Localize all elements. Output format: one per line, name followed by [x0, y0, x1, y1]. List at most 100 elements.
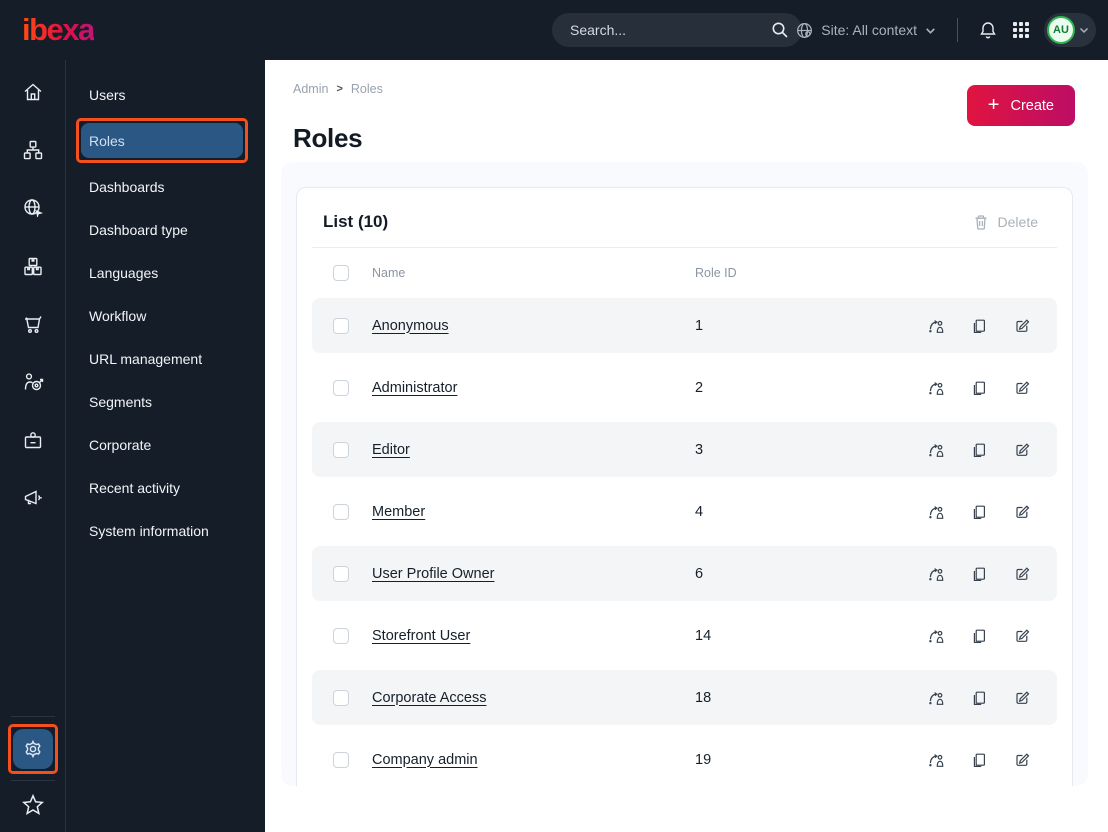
global-search[interactable]	[552, 13, 802, 47]
search-input[interactable]	[552, 22, 771, 38]
edit-icon[interactable]	[1013, 689, 1031, 707]
row-actions	[927, 503, 1057, 521]
assign-users-icon[interactable]	[927, 565, 945, 583]
delete-button[interactable]: Delete	[973, 214, 1046, 231]
sidebar-item-dashboards[interactable]: Dashboards	[66, 165, 265, 208]
sidebar-item-workflow[interactable]: Workflow	[66, 294, 265, 337]
rail-item-corporate[interactable]	[0, 411, 65, 469]
sidebar-item-system-information[interactable]: System information	[66, 509, 265, 552]
search-icon[interactable]	[771, 21, 789, 39]
rail-item-products[interactable]	[0, 237, 65, 295]
assign-users-icon[interactable]	[927, 751, 945, 769]
copy-icon[interactable]	[970, 751, 988, 769]
sidebar-item-label: Roles	[89, 132, 125, 149]
role-name-link[interactable]: Editor	[372, 441, 410, 458]
sidebar-item-label: Users	[89, 86, 126, 103]
rail-item-bookmarks[interactable]	[20, 788, 46, 820]
plus-icon: +	[987, 93, 1000, 116]
sidebar-item-label: Languages	[89, 264, 159, 281]
topbar: ibexa Site: All context	[0, 0, 1108, 60]
role-name-link[interactable]: Member	[372, 503, 426, 520]
row-checkbox[interactable]	[333, 751, 349, 768]
sidebar-item-users[interactable]: Users	[66, 73, 265, 116]
sidebar-item-label: System information	[89, 522, 209, 539]
rail-item-admin[interactable]	[12, 729, 53, 769]
copy-icon[interactable]	[970, 627, 988, 645]
sidebar-item-roles[interactable]: Roles	[81, 123, 243, 158]
assign-users-icon[interactable]	[927, 379, 945, 397]
role-name-link[interactable]: Anonymous	[372, 317, 449, 334]
rail-item-commerce[interactable]	[0, 295, 65, 353]
copy-icon[interactable]	[970, 503, 988, 521]
edit-icon[interactable]	[1013, 317, 1031, 335]
role-id-value: 2	[695, 379, 704, 396]
sidebar-item-segments[interactable]: Segments	[66, 380, 265, 423]
table-row: Storefront User 14	[312, 608, 1057, 663]
assign-users-icon[interactable]	[927, 441, 945, 459]
copy-icon[interactable]	[970, 379, 988, 397]
rail-item-content-tree[interactable]	[0, 121, 65, 179]
assign-users-icon[interactable]	[927, 627, 945, 645]
create-button-label: Create	[1010, 97, 1054, 114]
rail-item-site[interactable]	[0, 179, 65, 237]
select-all-checkbox[interactable]	[333, 265, 349, 281]
row-checkbox[interactable]	[333, 441, 349, 458]
notifications-bell-icon[interactable]	[978, 20, 998, 40]
breadcrumb-roles: Roles	[350, 82, 383, 96]
sitemap-icon	[21, 138, 45, 162]
role-id-value: 3	[695, 441, 704, 458]
user-menu[interactable]: AU	[1044, 13, 1096, 47]
table-row: Anonymous 1	[312, 298, 1057, 353]
copy-icon[interactable]	[970, 441, 988, 459]
sidebar-item-dashboard-type[interactable]: Dashboard type	[66, 208, 265, 251]
topbar-right-cluster: Site: All context AU	[795, 0, 1096, 60]
breadcrumb-separator: >	[336, 83, 343, 95]
edit-icon[interactable]	[1013, 627, 1031, 645]
row-checkbox[interactable]	[333, 689, 349, 706]
row-checkbox[interactable]	[333, 317, 349, 334]
copy-icon[interactable]	[970, 317, 988, 335]
copy-icon[interactable]	[970, 689, 988, 707]
star-icon	[20, 792, 46, 818]
edit-icon[interactable]	[1013, 565, 1031, 583]
role-name-link[interactable]: User Profile Owner	[372, 565, 495, 582]
breadcrumb: Admin > Roles	[293, 82, 1108, 96]
app-grid-icon[interactable]	[1012, 21, 1030, 39]
avatar[interactable]: AU	[1047, 16, 1075, 44]
sidebar-item-url-management[interactable]: URL management	[66, 337, 265, 380]
sidebar-item-label: Corporate	[89, 436, 152, 453]
row-checkbox[interactable]	[333, 503, 349, 520]
edit-icon[interactable]	[1013, 441, 1031, 459]
role-name-link[interactable]: Company admin	[372, 751, 478, 768]
edit-icon[interactable]	[1013, 503, 1031, 521]
role-name-link[interactable]: Corporate Access	[372, 689, 487, 706]
role-id-value: 18	[695, 689, 712, 706]
breadcrumb-admin[interactable]: Admin	[293, 82, 329, 96]
row-checkbox[interactable]	[333, 627, 349, 644]
row-checkbox[interactable]	[333, 565, 349, 582]
list-count-title: List (10)	[323, 212, 389, 231]
rail-item-campaigns[interactable]	[0, 469, 65, 527]
rail-item-dashboard[interactable]	[0, 63, 65, 121]
ibexa-logo[interactable]: ibexa	[22, 12, 95, 47]
sidebar-item-corporate[interactable]: Corporate	[66, 423, 265, 466]
assign-users-icon[interactable]	[927, 317, 945, 335]
rail-divider	[10, 780, 55, 781]
row-actions	[927, 379, 1057, 397]
create-button[interactable]: + Create	[966, 85, 1075, 126]
role-name-link[interactable]: Storefront User	[372, 627, 471, 644]
edit-icon[interactable]	[1013, 751, 1031, 769]
sidebar-item-recent-activity[interactable]: Recent activity	[66, 466, 265, 509]
row-checkbox[interactable]	[333, 379, 349, 396]
annotation-highlight-roles: Roles	[76, 118, 248, 163]
edit-icon[interactable]	[1013, 379, 1031, 397]
copy-icon[interactable]	[970, 565, 988, 583]
role-name-link[interactable]: Administrator	[372, 379, 458, 396]
site-context-selector[interactable]: Site: All context	[795, 21, 937, 40]
globe-icon	[795, 21, 814, 40]
rail-item-personalization[interactable]	[0, 353, 65, 411]
assign-users-icon[interactable]	[927, 503, 945, 521]
sidebar-item-languages[interactable]: Languages	[66, 251, 265, 294]
assign-users-icon[interactable]	[927, 689, 945, 707]
main-content: Admin > Roles + Create Roles List (10)	[265, 60, 1108, 832]
